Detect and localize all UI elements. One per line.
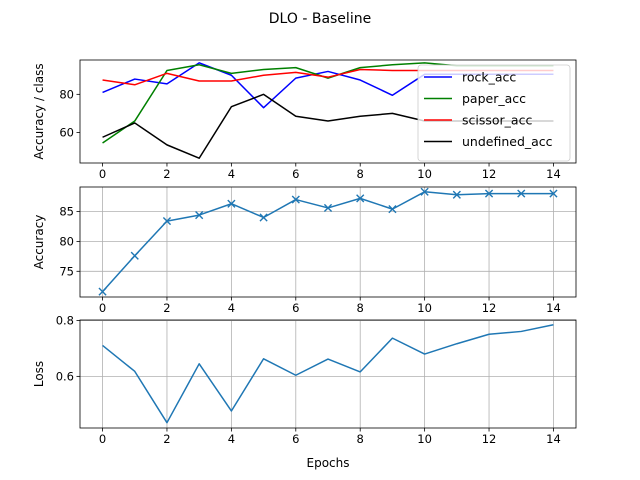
axes-frame [79,319,577,429]
data-point [420,187,429,196]
legend-label: undefined_acc [462,134,553,149]
x-tick-label: 4 [228,432,235,446]
x-tick-label: 4 [228,167,235,181]
x-tick-label: 8 [357,167,364,181]
data-point [291,195,300,204]
y-tick-label: 80 [59,234,74,248]
x-axis-label: Epochs [307,456,350,470]
x-tick-label: 8 [357,432,364,446]
data-point [195,211,204,220]
x-tick-label: 8 [357,301,364,315]
x-tick-label: 0 [99,301,106,315]
y-axis-label: Accuracy / class [32,63,46,159]
x-tick-label: 2 [163,167,170,181]
legend-label: paper_acc [462,91,526,106]
x-tick-label: 14 [546,301,561,315]
y-axis-label: Loss [32,361,46,387]
data-point [227,199,236,208]
subplot-3: 0 2 4 6 8 10 12 14 0.6 0.8 Loss [32,314,577,446]
figure-title: DLO - Baseline [269,11,371,27]
x-tick-label: 10 [417,167,432,181]
x-tick-label: 10 [417,301,432,315]
x-tick-label: 6 [292,167,299,181]
x-tick-label: 0 [99,432,106,446]
x-tick-label: 12 [482,167,497,181]
axes-frame [79,59,577,164]
subplot-1: 0 2 4 6 8 10 12 14 60 80 Accuracy / class rock_accp… [32,59,577,181]
x-tick-label: 2 [163,432,170,446]
data-point [162,216,172,226]
subplot-2: 0 2 4 6 8 10 12 14 75 80 85 Accuracy [32,186,577,315]
y-tick-label: 75 [59,264,74,278]
data-point [452,190,461,199]
y-tick-label: 85 [59,205,74,219]
x-tick-label: 0 [99,167,106,181]
data-point [484,189,494,198]
data-point [259,213,268,222]
data-point [323,203,333,213]
x-tick-label: 4 [228,301,235,315]
x-tick-label: 10 [417,432,432,446]
y-axis-label: Accuracy [32,215,46,270]
series-line [102,324,554,424]
y-tick-label: 80 [59,87,74,101]
legend-label: scissor_acc [462,113,532,128]
x-tick-label: 14 [546,167,561,181]
x-tick-label: 12 [482,301,497,315]
x-tick-label: 14 [546,432,561,446]
x-tick-label: 2 [163,301,170,315]
y-tick-label: 60 [59,125,74,139]
axes-frame [79,186,577,298]
data-point [388,205,397,214]
data-point [549,189,558,198]
legend: rock_acc paper_acc scissor_acc undefined_ac… [417,64,571,162]
x-tick-label: 6 [292,301,299,315]
legend-label: rock_acc [462,70,516,85]
data-point [98,287,107,296]
x-tick-label: 6 [292,432,299,446]
x-tick-label: 12 [482,432,497,446]
data-point [517,189,526,198]
y-tick-label: 0.6 [56,369,74,383]
data-point [130,251,139,260]
legend-box [417,64,571,162]
data-point [356,194,365,203]
y-tick-label: 0.8 [56,314,74,328]
